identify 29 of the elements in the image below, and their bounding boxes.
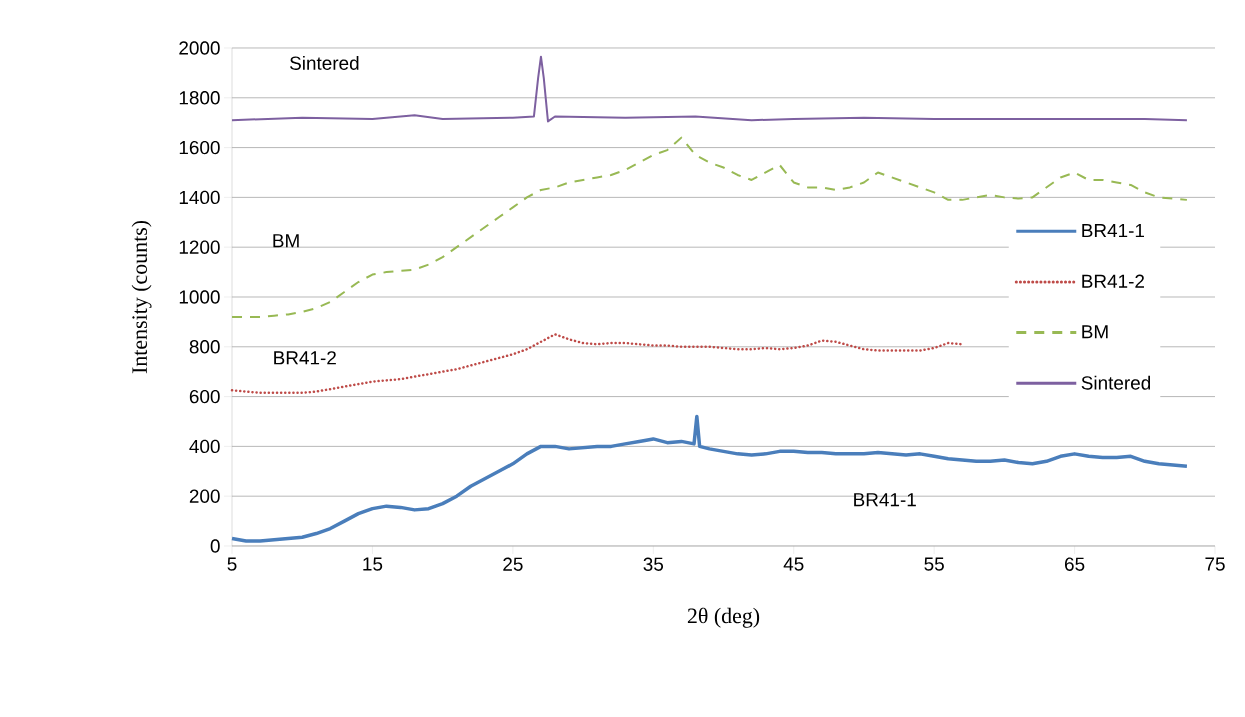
annotation: Sintered [290, 55, 359, 70]
y-tick-label: 800 [189, 340, 220, 354]
legend-label: BM [1082, 325, 1108, 339]
y-tick-label: 600 [189, 389, 220, 404]
y-tick-label: 2000 [179, 41, 220, 55]
y-tick-label: 1600 [179, 140, 220, 155]
y-tick-label: 0 [210, 539, 220, 553]
y-tick-label: 1000 [179, 290, 220, 304]
x-tick-label: 35 [643, 557, 664, 571]
legend-label: BR41-2 [1082, 274, 1144, 288]
x-tick-label: 75 [1205, 557, 1225, 571]
x-tick-label: 5 [227, 557, 237, 571]
x-tick-label: 25 [503, 557, 523, 571]
legend-label: Sintered [1081, 375, 1151, 390]
x-tick-label: 45 [783, 557, 804, 571]
annotation: BM [273, 234, 299, 248]
y-tick-label: 1400 [179, 190, 220, 205]
x-tick-label: 55 [924, 557, 944, 571]
x-axis-title: 2θ (deg) [687, 607, 760, 628]
x-tick-label: 65 [1065, 557, 1085, 571]
annotation: BR41-2 [274, 351, 336, 365]
y-tick-label: 1200 [179, 240, 220, 254]
y-tick-label: 200 [189, 489, 220, 503]
y-tick-label: 1800 [179, 91, 220, 105]
y-tick-label: 400 [189, 439, 220, 454]
x-tick-label: 15 [363, 557, 383, 571]
annotation: BR41-1 [854, 493, 916, 507]
legend-label: BR41-1 [1082, 224, 1145, 238]
y-axis-title: Intensity (counts) [131, 220, 152, 374]
